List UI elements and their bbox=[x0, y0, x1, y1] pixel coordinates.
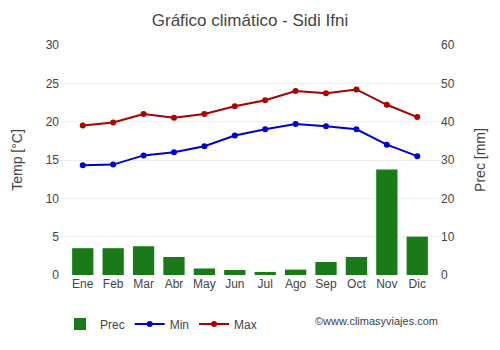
svg-text:30: 30 bbox=[46, 38, 60, 52]
svg-text:Feb: Feb bbox=[103, 277, 124, 291]
svg-text:Dic: Dic bbox=[409, 277, 426, 291]
svg-text:Jul: Jul bbox=[258, 277, 273, 291]
svg-text:Mar: Mar bbox=[133, 277, 154, 291]
svg-text:Prec [mm]: Prec [mm] bbox=[472, 128, 488, 192]
svg-text:15: 15 bbox=[46, 153, 60, 167]
svg-text:Sep: Sep bbox=[315, 277, 337, 291]
svg-text:30: 30 bbox=[441, 153, 455, 167]
svg-text:Min: Min bbox=[170, 318, 189, 332]
svg-text:Max: Max bbox=[234, 318, 257, 332]
svg-text:0: 0 bbox=[441, 268, 448, 282]
svg-text:0: 0 bbox=[52, 268, 59, 282]
svg-text:20: 20 bbox=[46, 115, 60, 129]
svg-text:60: 60 bbox=[441, 38, 455, 52]
svg-text:50: 50 bbox=[441, 77, 455, 91]
svg-text:Prec: Prec bbox=[100, 318, 125, 332]
svg-text:Ene: Ene bbox=[72, 277, 94, 291]
svg-text:40: 40 bbox=[441, 115, 455, 129]
svg-text:10: 10 bbox=[441, 230, 455, 244]
svg-text:Gráfico climático - Sidi Ifni: Gráfico climático - Sidi Ifni bbox=[152, 11, 349, 30]
svg-text:Oct: Oct bbox=[347, 277, 366, 291]
svg-text:Temp [°C]: Temp [°C] bbox=[9, 129, 25, 191]
svg-text:Abr: Abr bbox=[165, 277, 184, 291]
svg-text:10: 10 bbox=[46, 192, 60, 206]
svg-text:May: May bbox=[193, 277, 216, 291]
svg-text:Jun: Jun bbox=[225, 277, 244, 291]
svg-text:Ago: Ago bbox=[285, 277, 307, 291]
svg-text:20: 20 bbox=[441, 192, 455, 206]
svg-text:Nov: Nov bbox=[376, 277, 397, 291]
svg-text:25: 25 bbox=[46, 77, 60, 91]
svg-text:5: 5 bbox=[52, 230, 59, 244]
svg-text:©www.climasyviajes.com: ©www.climasyviajes.com bbox=[315, 315, 438, 327]
